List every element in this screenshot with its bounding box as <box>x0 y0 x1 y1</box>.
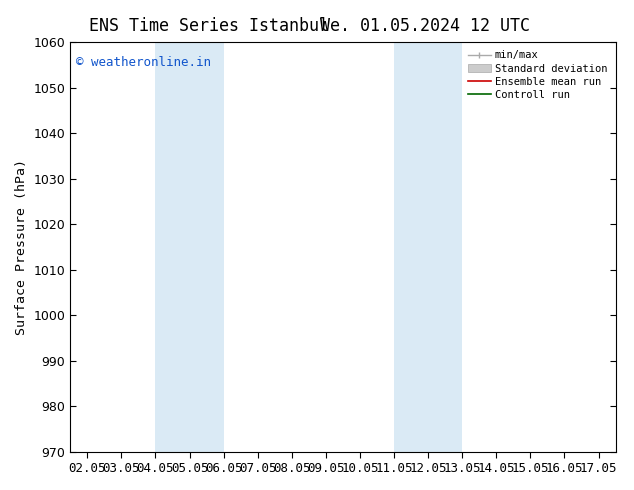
Legend: min/max, Standard deviation, Ensemble mean run, Controll run: min/max, Standard deviation, Ensemble me… <box>465 47 611 103</box>
Text: We. 01.05.2024 12 UTC: We. 01.05.2024 12 UTC <box>320 17 530 35</box>
Text: © weatheronline.in: © weatheronline.in <box>75 56 210 70</box>
Y-axis label: Surface Pressure (hPa): Surface Pressure (hPa) <box>15 159 28 335</box>
Bar <box>394 42 462 452</box>
Text: ENS Time Series Istanbul: ENS Time Series Istanbul <box>89 17 329 35</box>
Bar <box>155 42 224 452</box>
